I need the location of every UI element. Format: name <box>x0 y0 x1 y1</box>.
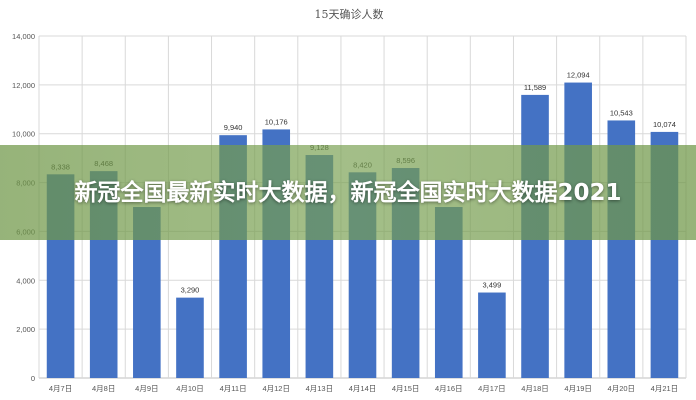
y-tick-label: 12,000 <box>12 81 35 90</box>
title-banner: 新冠全国最新实时大数据，新冠全国实时大数据2021 <box>0 145 696 240</box>
data-label: 9,940 <box>224 123 243 132</box>
x-tick-label: 4月9日 <box>135 384 158 393</box>
bar <box>478 292 506 378</box>
y-tick-label: 14,000 <box>12 32 35 41</box>
x-tick-label: 4月11日 <box>220 384 247 393</box>
data-label: 10,543 <box>610 108 633 117</box>
x-tick-label: 4月16日 <box>435 384 463 393</box>
x-tick-label: 4月19日 <box>564 384 592 393</box>
data-label: 11,589 <box>524 83 546 92</box>
x-tick-label: 4月13日 <box>306 384 334 393</box>
x-tick-label: 4月18日 <box>521 384 549 393</box>
banner-background <box>0 145 696 240</box>
y-tick-label: 0 <box>31 374 35 383</box>
x-tick-label: 4月7日 <box>49 384 72 393</box>
y-tick-label: 4,000 <box>16 276 35 285</box>
data-label: 3,499 <box>483 281 502 290</box>
data-label: 10,176 <box>265 117 288 126</box>
banner-headline: 新冠全国最新实时大数据，新冠全国实时大数据2021 <box>74 179 622 206</box>
x-axis-ticks: 4月7日 4月8日 4月9日 4月10日 4月11日 4月12日 4月13日 4月14日 4月1… <box>49 384 678 393</box>
y-tick-label: 2,000 <box>16 325 35 334</box>
x-tick-label: 4月21日 <box>651 384 679 393</box>
data-label: 12,094 <box>567 71 590 80</box>
x-tick-label: 4月15日 <box>392 384 420 393</box>
data-label: 3,290 <box>181 286 200 295</box>
x-tick-label: 4月8日 <box>92 384 115 393</box>
x-tick-label: 4月17日 <box>478 384 506 393</box>
x-tick-label: 4月10日 <box>176 384 204 393</box>
x-tick-label: 4月14日 <box>349 384 377 393</box>
x-tick-label: 4月12日 <box>262 384 290 393</box>
bar <box>176 297 204 378</box>
x-tick-label: 4月20日 <box>608 384 636 393</box>
chart-title: 15天确诊人数 <box>315 7 384 21</box>
data-label: 10,074 <box>653 120 676 129</box>
y-tick-label: 10,000 <box>12 130 35 139</box>
